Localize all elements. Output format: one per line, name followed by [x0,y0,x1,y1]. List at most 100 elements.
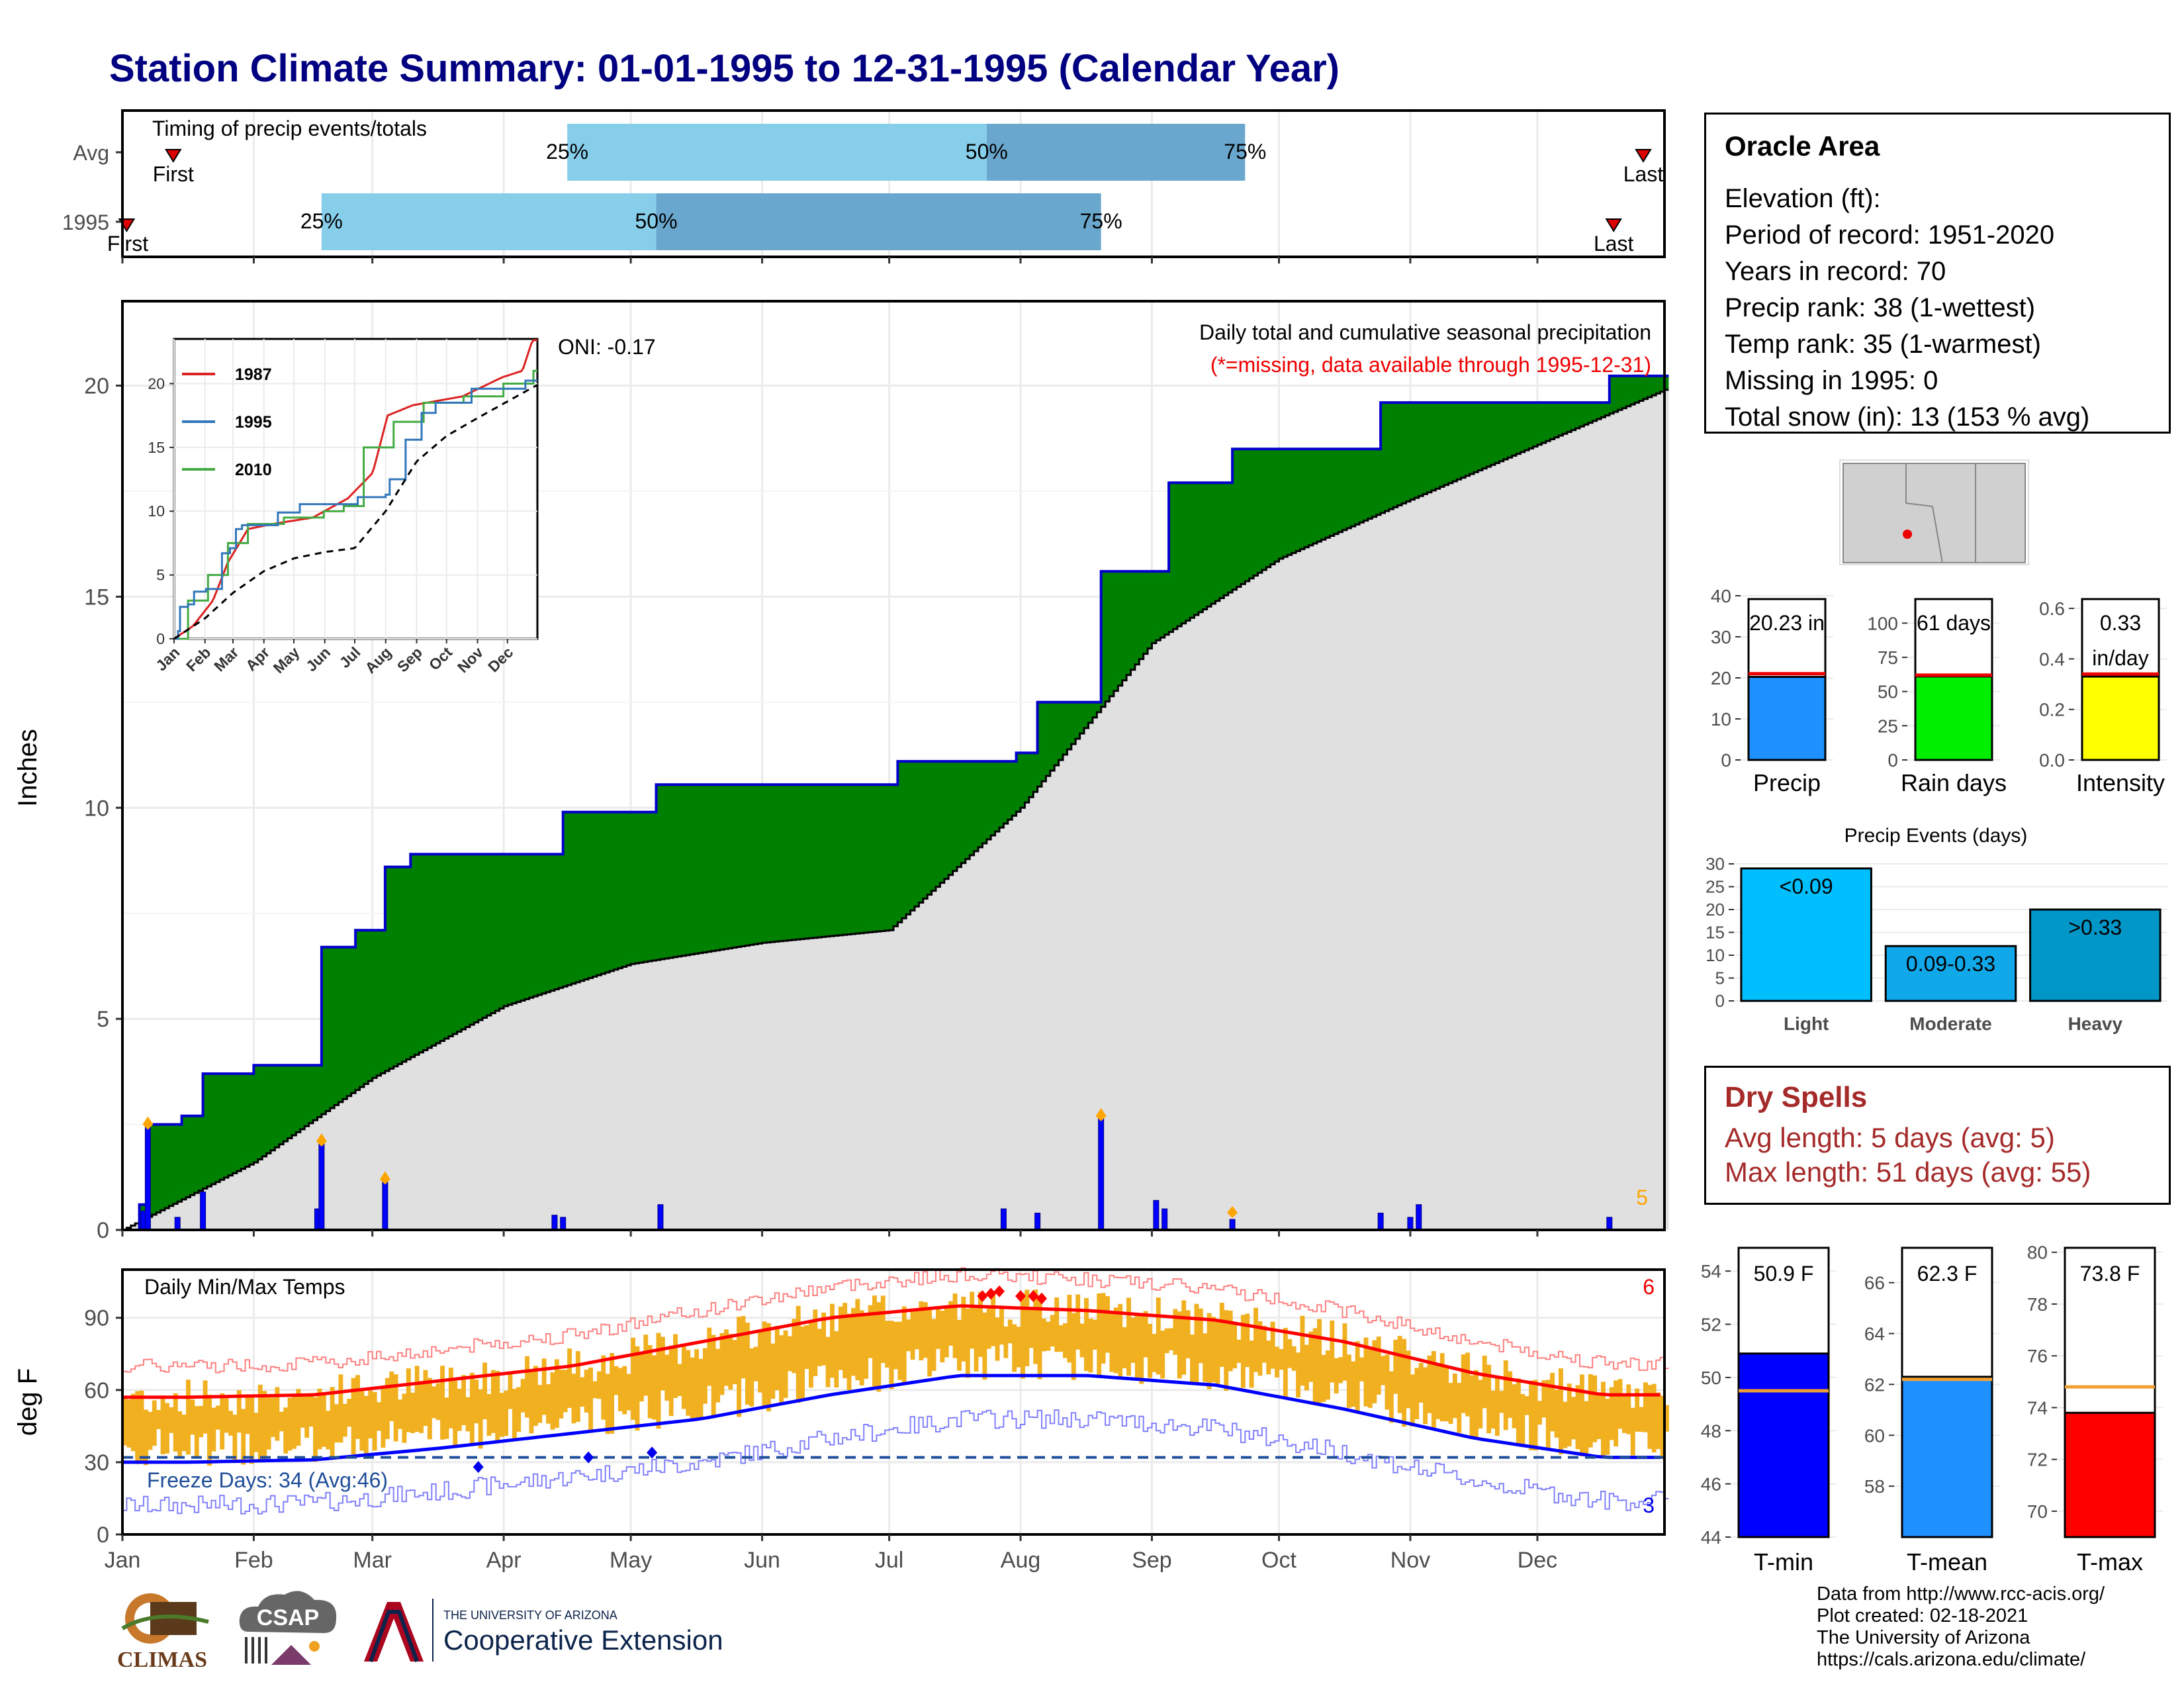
daily-temp-bar [1376,1336,1381,1395]
temp-bar-ytick-label: 72 [2027,1450,2048,1470]
temp-ytick-label: 90 [84,1306,109,1331]
daily-temp-bar [1194,1303,1199,1383]
daily-temp-bar [351,1378,356,1455]
daily-temp-bar [559,1370,564,1419]
daily-temp-bar [617,1368,623,1411]
daily-temp-bar [868,1305,873,1358]
daily-temp-bar [842,1303,848,1379]
timing-label-50: 50% [966,140,1008,164]
daily-temp-bar [915,1311,919,1350]
daily-temp-bar [1418,1363,1424,1403]
heavy-event-marker [316,1133,327,1147]
daily-precip-bar [1606,1217,1613,1231]
temp-bar-value-label: 73.8 F [2080,1262,2140,1286]
daily-temp-bar [567,1348,572,1408]
daily-temp-bar [283,1407,289,1454]
daily-temp-bar [825,1336,831,1387]
daily-temp-bar [1156,1297,1161,1375]
first-label: First [153,162,194,186]
daily-temp-bar [257,1384,263,1461]
cumulative-1995-line [122,374,1669,1231]
daily-temp-bar [1435,1366,1441,1419]
daily-temp-bar [1130,1317,1136,1363]
heavy-event-marker [142,1116,154,1130]
daily-temp-bar [944,1307,949,1358]
daily-temp-bar [122,1397,127,1446]
daily-temp-bar [575,1351,580,1422]
daily-temp-bar [317,1388,322,1450]
precip-ytick-label: 5 [97,1007,109,1032]
daily-temp-bar [266,1396,271,1450]
temp-bar-ytick-label: 44 [1701,1527,1721,1548]
daily-temp-bar [152,1400,157,1446]
month-label: Mar [353,1548,392,1573]
daily-temp-bar [622,1366,627,1415]
daily-temp-bar [533,1366,538,1427]
daily-temp-bar [783,1330,788,1398]
daily-temp-bar [139,1390,144,1461]
daily-temp-bar [728,1334,733,1390]
daily-temp-bar [859,1310,864,1385]
daily-temp-bar [1444,1366,1449,1422]
daily-temp-bar [1266,1340,1271,1375]
daily-temp-bar [1007,1319,1013,1344]
daily-temp-bar [919,1301,924,1361]
temp-bar-label: T-min [1754,1548,1813,1575]
daily-temp-bar [940,1311,945,1362]
daily-temp-bar [1563,1401,1568,1448]
daily-temp-bar [723,1329,729,1386]
first-marker [165,149,182,163]
temp-bar-0 [1737,1352,1830,1538]
inset-ytick-label: 5 [156,567,165,584]
daily-temp-bar [516,1387,522,1432]
daily-temp-bar [292,1394,296,1449]
event-bar-value-label: <0.09 [1780,874,1833,898]
daily-temp-bar [250,1396,254,1464]
daily-temp-bar [1270,1321,1275,1369]
daily-temp-bar [342,1403,347,1437]
daily-temp-bar [444,1397,449,1439]
daily-temp-bar [715,1348,721,1403]
daily-temp-bar [1148,1323,1152,1378]
daily-temp-bar [465,1397,471,1432]
daily-temp-bar [453,1380,458,1446]
temp-bar-value-label: 50.9 F [1754,1262,1814,1286]
daily-temp-bar [1253,1307,1258,1372]
daily-precip-bar [1229,1219,1236,1231]
daily-temp-bar [1448,1383,1453,1425]
daily-temp-bar [1321,1354,1326,1402]
event-category-label: Heavy [2068,1013,2123,1034]
daily-temp-bar [1494,1376,1500,1436]
daily-temp-bar [1439,1353,1445,1422]
daily-temp-bar [1232,1325,1237,1369]
daily-temp-bar [571,1374,576,1424]
timing-title: Timing of precip events/totals [152,117,427,140]
record-high-marker [1015,1290,1026,1302]
daily-temp-bar [1012,1324,1017,1372]
daily-temp-bar [135,1391,140,1464]
daily-temp-bar [194,1406,199,1458]
daily-temp-bar [999,1309,1004,1345]
daily-temp-bar [1088,1318,1093,1373]
timing-label-75: 75% [1224,140,1266,164]
temp-bar-ytick-label: 70 [2027,1501,2048,1522]
daily-temp-bar [398,1399,402,1429]
daily-temp-bar [1291,1346,1297,1371]
summary-ytick-label: 0.6 [2039,598,2065,619]
daily-temp-bar [203,1380,208,1434]
daily-precip-bar [1416,1204,1422,1231]
daily-temp-bar [901,1306,907,1383]
temp-bar-ytick-label: 54 [1701,1261,1721,1282]
daily-temp-bar [766,1323,771,1412]
daily-temp-bar [490,1370,496,1433]
daily-temp-bar [813,1309,818,1376]
record-high-marker [977,1290,988,1302]
daily-temp-bar [300,1396,305,1428]
daily-temp-bar [1617,1379,1623,1429]
timing-bar-q1 [321,193,657,250]
daily-temp-bar [1596,1393,1602,1439]
daily-temp-bar [698,1358,704,1418]
daily-temp-bar [893,1321,898,1370]
daily-temp-bar [668,1345,674,1416]
daily-temp-bar [1537,1401,1542,1425]
